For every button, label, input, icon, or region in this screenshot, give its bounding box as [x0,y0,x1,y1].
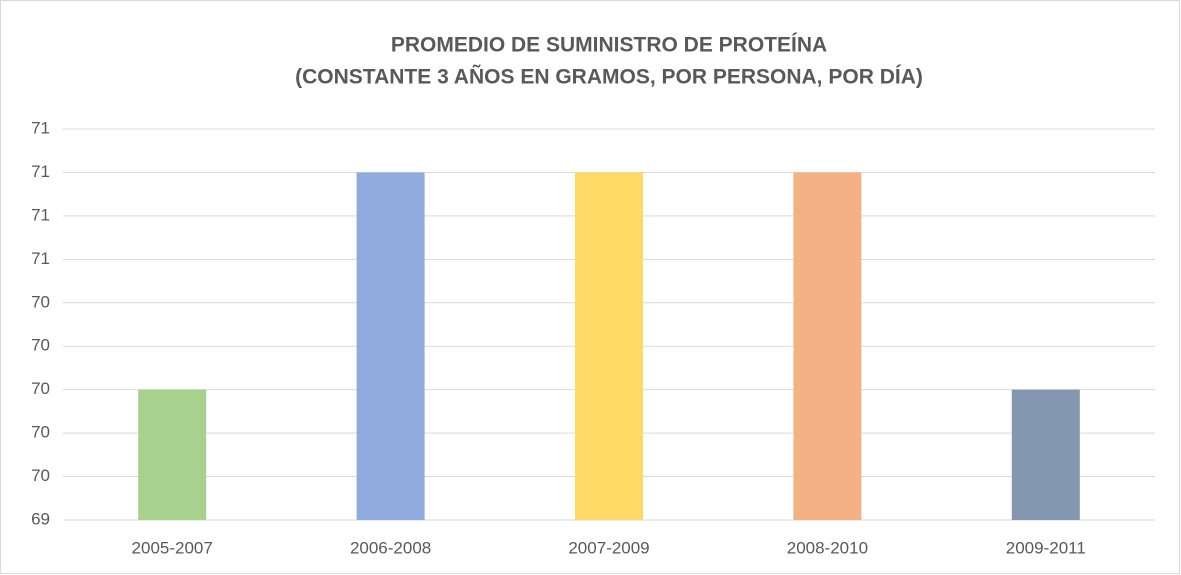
bar [1011,389,1080,520]
y-tick-label: 71 [31,205,50,224]
y-tick-label: 71 [31,249,50,268]
y-tick-label: 71 [31,162,50,181]
x-tick-label: 2007-2009 [568,538,649,557]
x-tick-label: 2006-2008 [350,538,431,557]
bar [138,389,207,520]
chart-title: (CONSTANTE 3 AÑOS EN GRAMOS, POR PERSONA… [295,66,923,89]
chart-title: PROMEDIO DE SUMINISTRO DE PROTEÍNA [391,34,827,57]
x-tick-label: 2009-2011 [1006,538,1086,557]
y-tick-label: 70 [31,292,50,311]
bar [575,172,643,520]
x-tick-label: 2005-2007 [132,538,213,557]
y-tick-label: 70 [31,336,50,355]
y-tick-label: 70 [31,423,50,442]
x-tick-label: 2008-2010 [787,538,868,557]
bar [793,172,862,520]
y-tick-label: 70 [31,379,50,398]
y-tick-label: 70 [31,466,50,485]
bar [356,172,425,520]
y-tick-label: 69 [31,509,50,528]
y-tick-label: 71 [31,118,50,137]
